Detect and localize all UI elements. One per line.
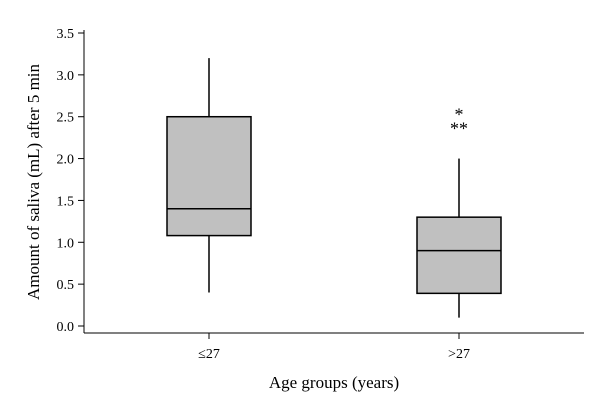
x-tick-label: >27 (448, 347, 470, 362)
y-tick-label: 1.0 (57, 236, 75, 251)
boxes-layer: *** (166, 58, 502, 318)
y-axis-ticks: 0.0 0.5 1.0 1.5 2.0 2.5 3.0 3.5 (57, 27, 84, 335)
x-axis-title: Age groups (years) (269, 373, 399, 392)
box-iqr (416, 216, 502, 295)
y-tick-label: 0.0 (57, 320, 75, 335)
y-tick-label: 2.5 (57, 111, 75, 126)
y-axis-title: Amount of saliva (mL) after 5 min (24, 63, 43, 300)
plot-frame (83, 30, 584, 334)
box-group: *** (416, 104, 502, 318)
x-tick-label: ≤27 (198, 347, 220, 362)
y-tick-label: 2.0 (57, 153, 75, 168)
y-tick-label: 3.0 (57, 69, 75, 84)
y-tick-label: 3.5 (57, 27, 75, 42)
outlier-marker: ** (450, 119, 468, 139)
y-tick-label: 0.5 (57, 278, 75, 293)
box-group (166, 58, 252, 293)
y-tick-label: 1.5 (57, 194, 75, 209)
outlier-marker: * (455, 104, 464, 124)
x-axis-ticks: ≤27 >27 (198, 333, 470, 362)
box-iqr (166, 115, 252, 237)
